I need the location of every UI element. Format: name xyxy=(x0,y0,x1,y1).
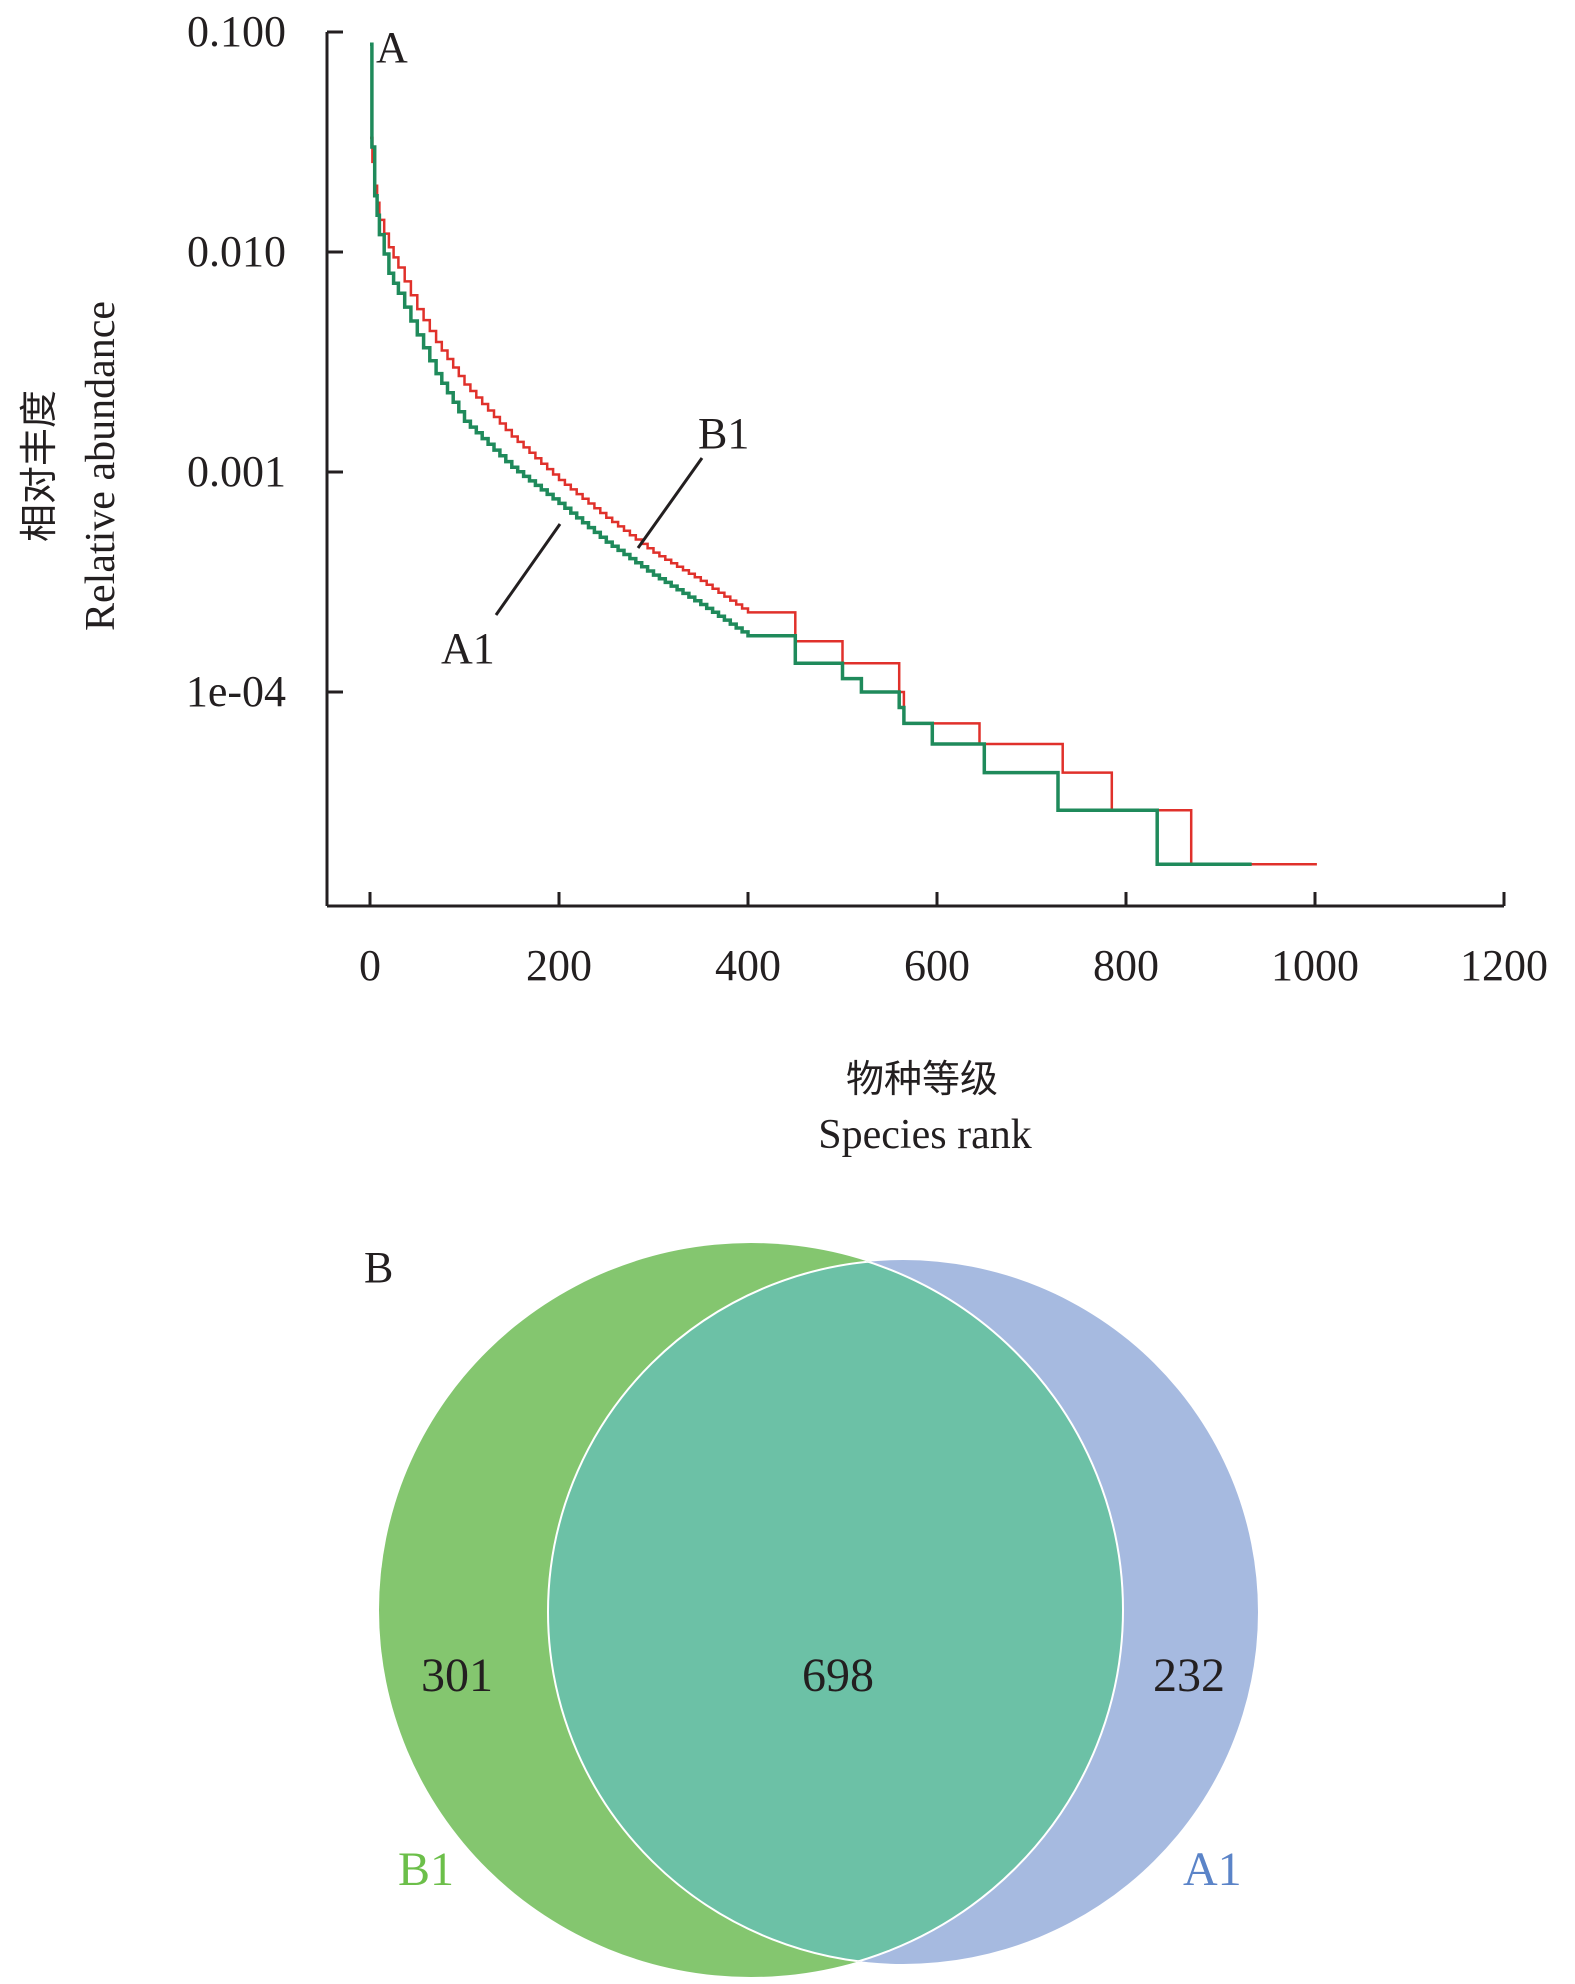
x-tick-label: 600 xyxy=(904,941,970,990)
rank-abundance-chart: A 0.100 0.010 0.001 1e-04 0 200 400 600 800 1000… xyxy=(17,7,1548,1158)
series-line-a1 xyxy=(370,42,1252,866)
b1-curve-label: B1 xyxy=(698,409,749,458)
venn-count-b1-only: 301 xyxy=(421,1649,493,1702)
venn-diagram: B 301 698 232 B1 A1 xyxy=(364,1243,1258,1977)
venn-count-a1-only: 232 xyxy=(1153,1649,1225,1702)
y-tick-label: 0.010 xyxy=(187,227,286,276)
x-tick-label: 0 xyxy=(359,941,381,990)
x-axis-title-cn: 物种等级 xyxy=(846,1057,998,1101)
venn-count-intersection: 698 xyxy=(802,1649,874,1702)
series-line-b1 xyxy=(370,136,1317,866)
x-tick-label: 1000 xyxy=(1271,941,1359,990)
y-tick-label: 0.100 xyxy=(187,7,286,56)
x-tick-label: 200 xyxy=(526,941,592,990)
venn-label-b1: B1 xyxy=(398,1843,454,1896)
y-axis-title-cn: 相对丰度 xyxy=(17,390,61,542)
panel-label-b: B xyxy=(364,1243,393,1292)
y-tick-label: 1e-04 xyxy=(186,667,286,716)
a1-curve-label: A1 xyxy=(441,624,495,673)
panel-label-a: A xyxy=(376,23,408,72)
axes xyxy=(325,32,1504,908)
venn-boundary-b1 xyxy=(548,1260,1124,1964)
y-tick-label: 0.001 xyxy=(187,447,286,496)
x-tick-label: 1200 xyxy=(1460,941,1548,990)
y-ticks: 0.100 0.010 0.001 1e-04 xyxy=(186,7,343,716)
x-tick-label: 800 xyxy=(1093,941,1159,990)
b1-leader-line xyxy=(636,457,704,549)
x-tick-label: 400 xyxy=(715,941,781,990)
venn-label-a1: A1 xyxy=(1183,1843,1242,1896)
x-axis-title: Species rank xyxy=(818,1112,1031,1158)
y-axis-title: Relative abundance xyxy=(78,301,124,631)
a1-leader-line xyxy=(494,523,562,616)
series-lines xyxy=(370,42,1317,866)
x-ticks: 0 200 400 600 800 1000 1200 xyxy=(359,892,1548,990)
